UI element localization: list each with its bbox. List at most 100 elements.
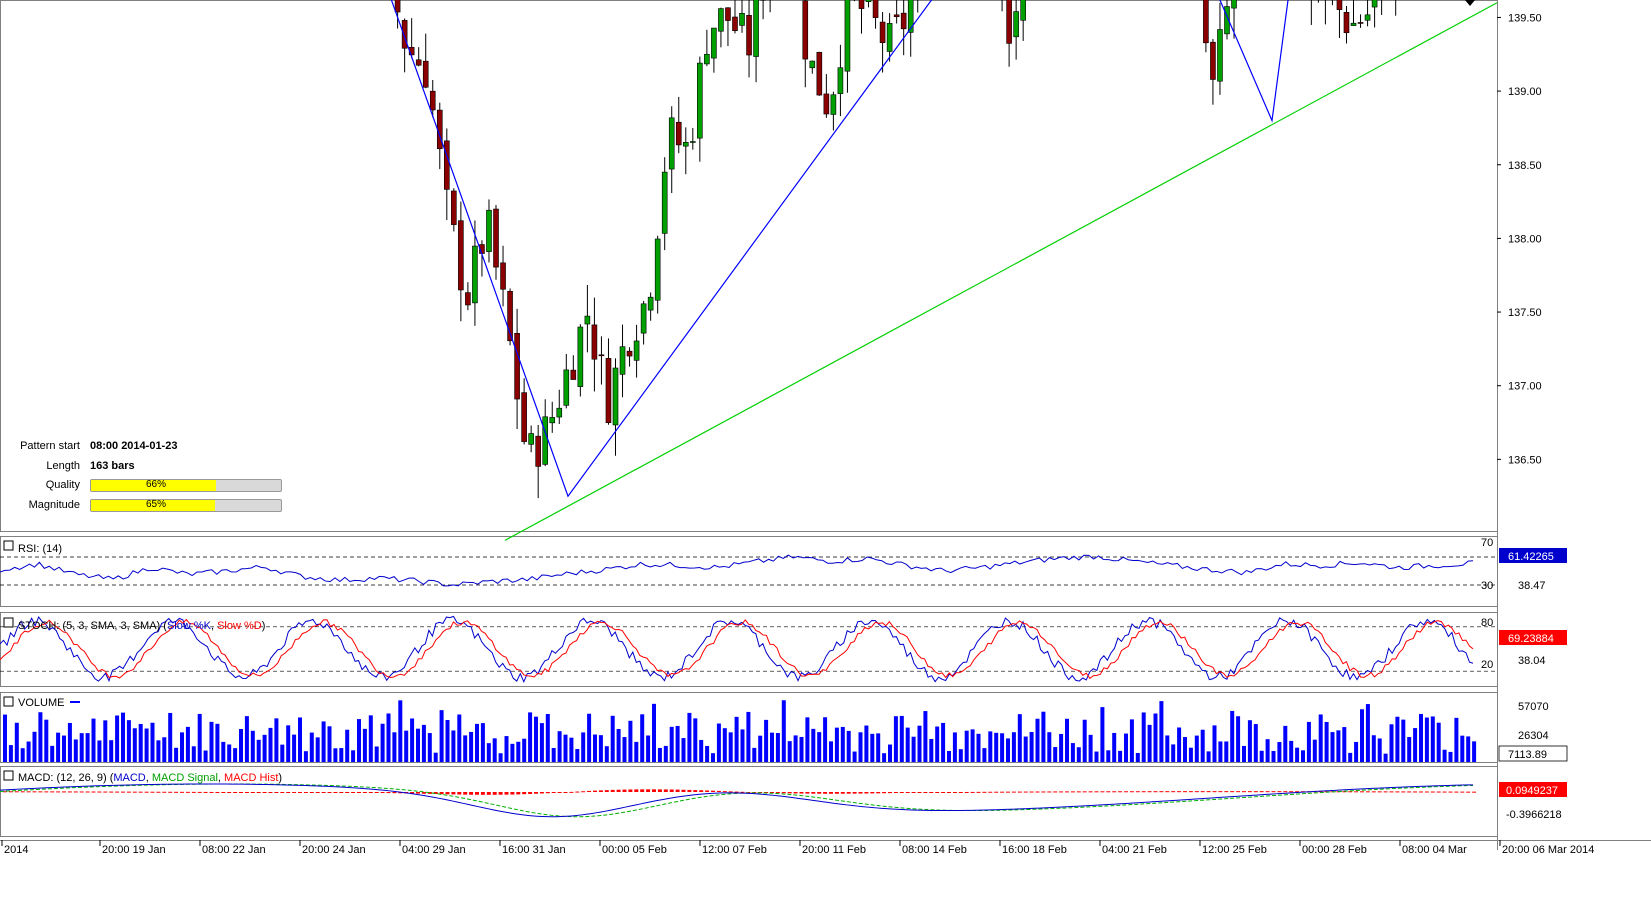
macd-hist-bar	[605, 790, 609, 792]
volume-bar	[805, 717, 809, 762]
macd-hist-bar	[298, 792, 302, 793]
volume-bar	[1301, 750, 1305, 762]
volume-bar	[1336, 730, 1340, 762]
macd-hist-bar	[127, 792, 131, 793]
macd-hist-bar	[1171, 791, 1175, 792]
candle-body	[1007, 0, 1012, 43]
volume-bar	[97, 740, 101, 762]
candle-body	[845, 0, 850, 71]
volume-bar	[1006, 738, 1010, 762]
macd-hist-bar	[982, 792, 986, 793]
macd-hist-bar	[522, 792, 526, 794]
volume-bar	[593, 735, 597, 762]
candle-body	[648, 297, 653, 310]
macd-hist-bar	[15, 791, 19, 792]
macd-hist-bar	[634, 789, 638, 792]
macd-hist-bar	[1425, 791, 1429, 792]
macd-hist-bar	[80, 791, 84, 792]
macd-hist-bar	[38, 791, 42, 792]
macd-hist-bar	[387, 792, 391, 793]
support-trend-line	[505, 3, 1497, 541]
volume-bar	[711, 753, 715, 762]
macd-hist-bar	[676, 790, 680, 792]
candle-body	[704, 54, 709, 64]
volume-bar	[764, 720, 768, 762]
volume-bar	[628, 721, 632, 762]
volume-bar	[1401, 720, 1405, 762]
stoch-value-box: 69.23884	[1508, 633, 1554, 645]
volume-bar	[676, 726, 680, 762]
macd-hist-bar	[1460, 792, 1464, 793]
volume-bar	[977, 734, 981, 762]
candle-body	[444, 141, 449, 190]
macd-hist-bar	[705, 790, 709, 792]
macd-hist-bar	[859, 792, 863, 794]
quality-bar: 66%	[90, 479, 282, 492]
volume-bar	[859, 732, 863, 762]
macd-hist-bar	[345, 792, 349, 793]
macd-collapse-icon	[4, 771, 13, 780]
macd-hist-bar	[823, 792, 827, 794]
volume-bar	[151, 723, 155, 762]
quality-value: 66%	[91, 479, 221, 490]
volume-bar	[481, 723, 485, 762]
volume-bar	[811, 729, 815, 762]
macd-hist-bar	[92, 792, 96, 793]
volume-bar	[652, 704, 656, 762]
macd-hist-bar	[204, 792, 208, 793]
volume-bar	[133, 728, 137, 762]
macd-hist-bar	[339, 792, 343, 793]
macd-hist-bar	[1354, 791, 1358, 792]
volume-bar	[1260, 751, 1264, 762]
volume-bar	[770, 733, 774, 762]
candle-body	[578, 327, 583, 387]
volume-bar	[900, 716, 904, 762]
macd-hist-bar	[1142, 791, 1146, 792]
macd-hist-bar	[1077, 791, 1081, 792]
candle-body	[803, 1, 808, 59]
candle-body	[1365, 15, 1370, 20]
macd-hist-bar	[328, 792, 332, 793]
stoch-level-80-label: 80	[1481, 617, 1493, 629]
volume-bar	[227, 744, 231, 762]
macd-hist-bar	[1041, 791, 1045, 792]
macd-hist-bar	[947, 792, 951, 793]
candle-body	[1351, 23, 1356, 25]
macd-hist-bar	[1006, 792, 1010, 793]
price-tick-label: 139.50	[1508, 12, 1542, 24]
candle-body	[402, 20, 407, 48]
macd-hist-bar	[882, 792, 886, 793]
volume-bar	[145, 729, 149, 762]
pattern-zigzag-line	[243, 0, 1318, 496]
macd-hist-bar	[210, 792, 214, 793]
candle-body	[522, 393, 527, 442]
macd-hist-bar	[717, 791, 721, 792]
candle-body	[1358, 22, 1363, 23]
volume-bar	[9, 745, 13, 762]
candle-body	[690, 142, 695, 143]
macd-hist-bar	[900, 792, 904, 793]
volume-bar	[310, 733, 314, 762]
volume-bar	[1431, 716, 1435, 762]
rsi-collapse-icon	[4, 541, 13, 550]
volume-bar	[564, 735, 568, 762]
volume-bar	[982, 748, 986, 762]
volume-bar	[1154, 713, 1158, 762]
volume-bar	[794, 735, 798, 762]
candle-body	[1337, 0, 1342, 10]
candle-body	[740, 13, 745, 25]
volume-bar	[410, 718, 414, 762]
volume-bar	[758, 736, 762, 762]
macd-hist-bar	[168, 792, 172, 793]
macd-hist-bar	[457, 792, 461, 795]
volume-bar	[1036, 719, 1040, 762]
macd-hist-bar	[1118, 791, 1122, 792]
volume-bar	[1283, 726, 1287, 762]
volume-bar	[345, 730, 349, 762]
macd-hist-bar	[392, 792, 396, 793]
macd-hist-bar	[1419, 791, 1423, 792]
volume-bar	[1242, 746, 1246, 762]
volume-bar	[510, 744, 514, 762]
candle-body	[395, 0, 400, 12]
candle-body	[831, 95, 836, 115]
